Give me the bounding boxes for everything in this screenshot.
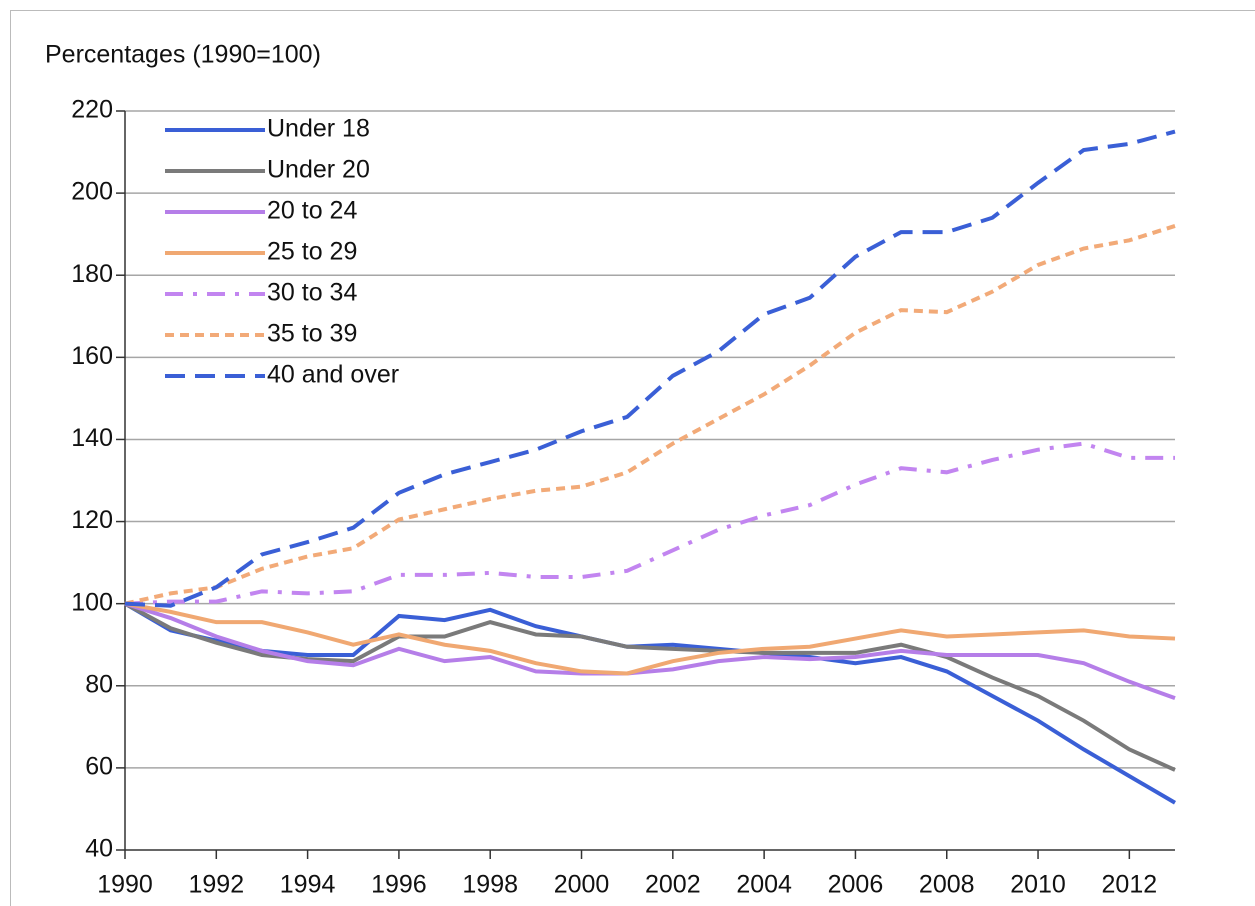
y-tick-label: 40 xyxy=(85,835,113,863)
frame xyxy=(10,10,1255,906)
y-tick-label: 180 xyxy=(71,260,113,288)
series-line xyxy=(124,601,1176,700)
series-line xyxy=(124,224,1176,606)
series-line xyxy=(124,601,1176,676)
y-tick-label: 160 xyxy=(71,342,113,370)
y-tick-label: 80 xyxy=(85,670,113,698)
legend-label: 25 to 29 xyxy=(267,238,357,266)
x-tick-label: 1996 xyxy=(371,871,427,899)
y-tick-label: 140 xyxy=(71,424,113,452)
x-tick-label: 2008 xyxy=(919,871,975,899)
chart-title: Percentages (1990=100) xyxy=(45,41,321,69)
x-tick-label: 2000 xyxy=(554,871,610,899)
y-tick-label: 100 xyxy=(71,588,113,616)
legend-label: 40 and over xyxy=(267,361,399,389)
y-tick-label: 60 xyxy=(85,752,113,780)
y-tick-label: 220 xyxy=(71,96,113,124)
x-tick-label: 2006 xyxy=(828,871,884,899)
series-line xyxy=(124,129,1176,608)
x-tick-label: 1990 xyxy=(97,871,153,899)
series-line xyxy=(123,601,1177,805)
y-tick-label: 200 xyxy=(71,178,113,206)
series-line xyxy=(124,441,1175,606)
x-tick-label: 1994 xyxy=(280,871,336,899)
legend-label: 20 to 24 xyxy=(267,197,357,225)
legend-label: 30 to 34 xyxy=(267,279,357,307)
x-tick-label: 1998 xyxy=(462,871,518,899)
y-tick-label: 120 xyxy=(71,506,113,534)
legend-label: 35 to 39 xyxy=(267,320,357,348)
x-tick-label: 2004 xyxy=(736,871,792,899)
x-tick-label: 2010 xyxy=(1010,871,1066,899)
x-tick-label: 2002 xyxy=(645,871,701,899)
x-tick-label: 2012 xyxy=(1102,871,1158,899)
legend-label: Under 18 xyxy=(267,115,370,143)
legend-label: Under 20 xyxy=(267,156,370,184)
x-tick-label: 1992 xyxy=(188,871,244,899)
